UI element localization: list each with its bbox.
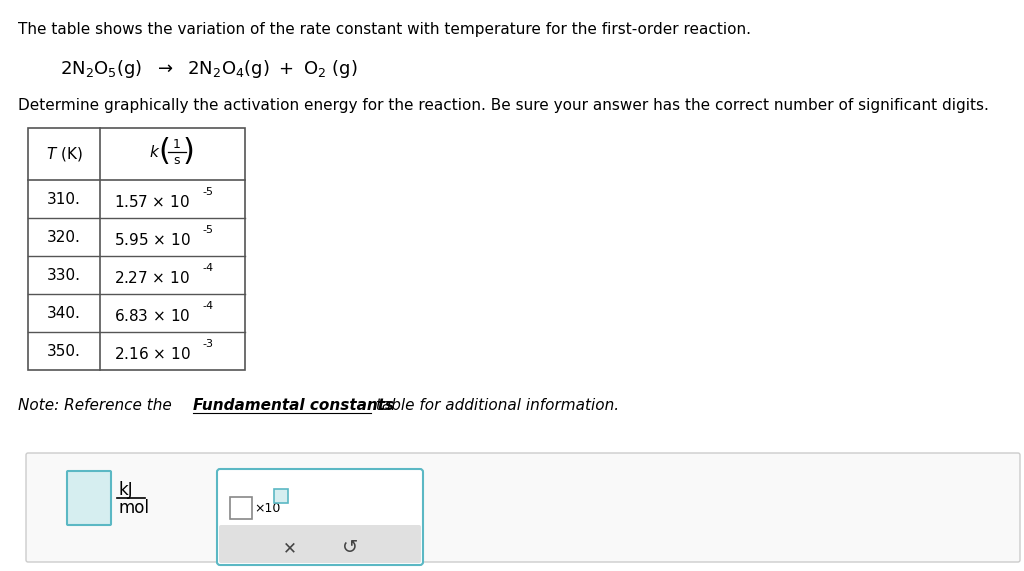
- Text: 350.: 350.: [47, 344, 81, 359]
- Text: (: (: [159, 138, 170, 167]
- Text: ×10: ×10: [254, 501, 281, 514]
- Text: table for additional information.: table for additional information.: [371, 398, 620, 413]
- Text: 2.27 $\times$ 10: 2.27 $\times$ 10: [114, 270, 189, 286]
- Text: ): ): [182, 138, 195, 167]
- Text: -4: -4: [202, 301, 213, 311]
- Bar: [28, 128, 245, 370]
- Text: Determine graphically the activation energy for the reaction. Be sure your answe: Determine graphically the activation ene…: [18, 98, 989, 113]
- Text: $\mathregular{2N_2O_5(g)\ \ \rightarrow\ \ 2N_2O_4(g)\ +\ O_2\ (g)}$: $\mathregular{2N_2O_5(g)\ \ \rightarrow\…: [60, 58, 357, 80]
- Text: 2.16 $\times$ 10: 2.16 $\times$ 10: [114, 346, 190, 362]
- Text: 310.: 310.: [47, 191, 81, 207]
- Text: mol: mol: [118, 499, 150, 517]
- Text: ↺: ↺: [342, 538, 358, 557]
- Text: s: s: [173, 154, 180, 167]
- Text: ✕: ✕: [283, 539, 297, 557]
- Text: Note: Reference the: Note: Reference the: [18, 398, 176, 413]
- Text: $\mathit{T}$ (K): $\mathit{T}$ (K): [46, 145, 82, 163]
- Text: 320.: 320.: [47, 230, 81, 244]
- FancyBboxPatch shape: [67, 471, 111, 525]
- Text: The table shows the variation of the rate constant with temperature for the firs: The table shows the variation of the rat…: [18, 22, 751, 37]
- Text: -3: -3: [202, 339, 213, 349]
- Text: 1: 1: [173, 138, 180, 151]
- Text: 5.95 $\times$ 10: 5.95 $\times$ 10: [114, 232, 190, 248]
- Text: -5: -5: [202, 225, 213, 235]
- Text: 330.: 330.: [47, 267, 81, 283]
- FancyBboxPatch shape: [26, 453, 1020, 562]
- Text: 340.: 340.: [47, 305, 81, 320]
- Text: -4: -4: [202, 263, 213, 273]
- FancyBboxPatch shape: [219, 525, 421, 563]
- Text: 1.57 $\times$ 10: 1.57 $\times$ 10: [114, 194, 189, 210]
- Text: -5: -5: [202, 187, 213, 197]
- Text: kJ: kJ: [118, 481, 133, 499]
- Text: Fundamental constants: Fundamental constants: [193, 398, 394, 413]
- FancyBboxPatch shape: [217, 469, 423, 565]
- Bar: [221, 528, 419, 560]
- Text: $\mathit{k}$: $\mathit{k}$: [148, 144, 160, 160]
- Bar: [274, 489, 288, 503]
- Bar: [230, 497, 252, 519]
- Text: 6.83 $\times$ 10: 6.83 $\times$ 10: [114, 308, 190, 324]
